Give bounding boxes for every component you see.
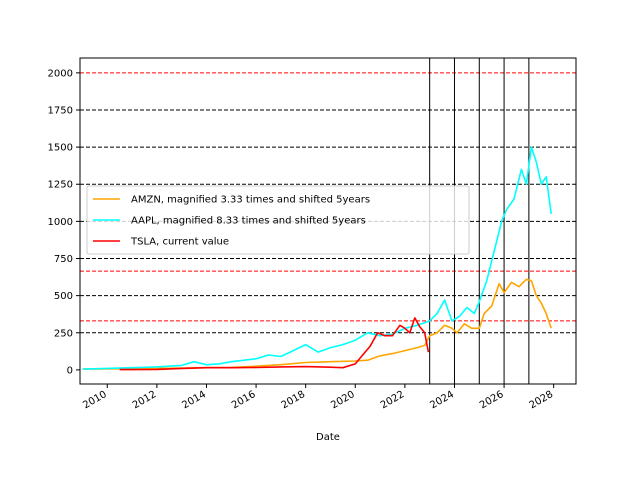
x-tick-label: 2012 — [131, 389, 159, 411]
y-tick-label: 1250 — [48, 180, 73, 191]
y-tick-label: 1000 — [48, 217, 73, 228]
x-axis-ticks: 2010 2012 2014 2016 2018 2020 2022 2024 2026 2028 — [81, 384, 555, 411]
y-tick-label: 0 — [67, 365, 73, 376]
x-tick-label: 2028 — [528, 389, 556, 411]
y-tick-label: 750 — [54, 254, 73, 265]
x-tick-label: 2026 — [478, 389, 506, 411]
y-tick-label: 1500 — [48, 143, 73, 154]
series-layer — [82, 146, 552, 371]
x-tick-label: 2024 — [428, 389, 456, 411]
x-tick-label: 2016 — [230, 389, 258, 411]
y-tick-label: 500 — [54, 291, 73, 302]
legend-label-0: AMZN, magnified 3.33 times and shifted 5… — [131, 195, 370, 206]
series-line-0 — [82, 278, 552, 370]
x-tick-label: 2018 — [280, 389, 308, 411]
x-tick-label: 2020 — [329, 389, 357, 411]
x-tick-label: 2010 — [81, 389, 109, 411]
legend: AMZN, magnified 3.33 times and shifted 5… — [86, 185, 470, 255]
y-tick-label: 250 — [54, 328, 73, 339]
y-tick-label: 1750 — [48, 105, 73, 116]
y-axis-ticks: 0 250 500 750 1000 1250 1500 1750 2000 — [48, 68, 80, 376]
legend-box — [86, 185, 470, 255]
series-line-2 — [119, 317, 430, 371]
x-axis-label: Date — [316, 432, 340, 443]
legend-label-1: AAPL, magnified 8.33 times and shifted 5… — [131, 216, 366, 227]
y-tick-label: 2000 — [48, 68, 73, 79]
x-tick-label: 2022 — [379, 389, 407, 411]
x-tick-label: 2014 — [180, 389, 208, 411]
legend-label-2: TSLA, current value — [130, 237, 229, 248]
